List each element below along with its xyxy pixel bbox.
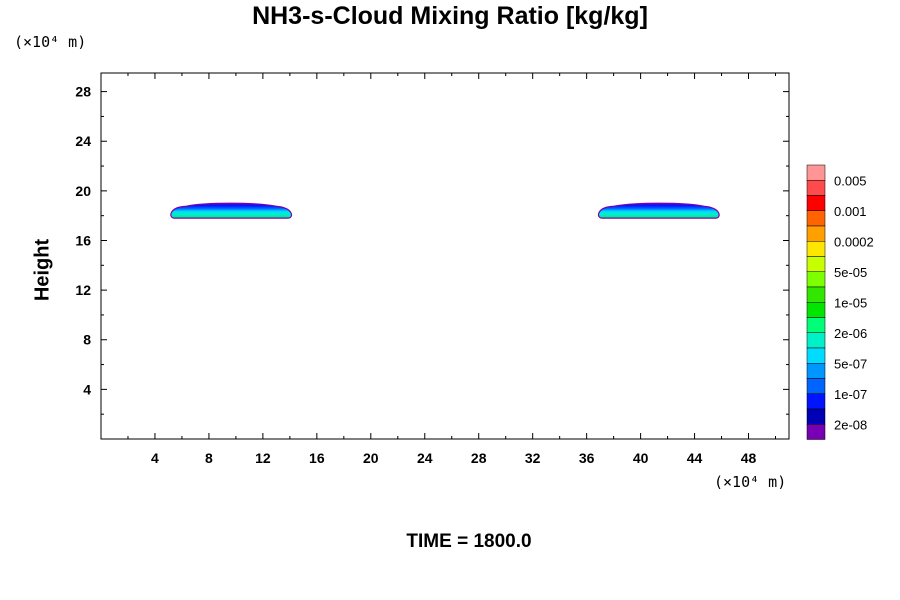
y-tick-label: 8 [83,332,91,348]
colorbar-label: 2e-08 [834,417,867,432]
y-tick-label: 16 [75,232,91,248]
colorbar-swatch [806,347,826,364]
x-tick-label: 20 [363,450,379,466]
x-tick-label: 24 [417,450,433,466]
y-tick-label: 4 [83,381,91,397]
colorbar-swatch [806,164,826,181]
colorbar-swatch [806,210,826,227]
x-tick-label: 40 [633,450,649,466]
y-tick-label: 24 [75,133,91,149]
x-tick-label: 8 [205,450,213,466]
cloud-region [597,202,720,219]
y-tick-label: 20 [75,183,91,199]
x-tick-label: 12 [255,450,271,466]
x-tick-label: 4 [151,450,159,466]
colorbar-swatch [806,271,826,288]
time-label: TIME = 1800.0 [406,531,532,552]
colorbar-label: 0.001 [834,204,867,219]
colorbar-swatch [806,317,826,333]
y-tick-label: 28 [75,84,91,100]
colorbar-swatch [806,180,826,196]
x-tick-label: 16 [309,450,325,466]
colorbar-swatch [806,286,826,303]
colorbar-swatch [806,302,826,318]
x-tick-label: 48 [741,450,757,466]
colorbar-swatch [806,378,826,394]
x-tick-label: 28 [471,450,487,466]
colorbar-label: 1e-07 [834,387,867,402]
y-tick-label: 12 [75,282,91,298]
x-axis-unit: (×10⁴ m) [714,473,787,491]
colorbar-label: 0.0002 [834,234,874,249]
colorbar-label: 5e-07 [834,356,867,371]
colorbar-label: 0.005 [834,173,867,188]
colorbar-swatch [806,241,826,257]
colorbar-swatch [806,424,826,440]
colorbar-label: 1e-05 [834,295,867,310]
colorbar-swatch [806,363,826,379]
colorbar-swatch [806,393,826,410]
plot-frame [100,72,790,440]
chart-title: NH3-s-Cloud Mixing Ratio [kg/kg] [252,2,648,30]
x-tick-label: 44 [687,450,703,466]
colorbar-swatch [806,195,826,211]
x-tick-label: 36 [579,450,595,466]
colorbar-swatch [806,225,826,242]
colorbar-swatch [806,408,826,425]
y-axis-unit: (×10⁴ m) [14,33,87,51]
x-tick-label: 32 [525,450,541,466]
colorbar-swatch [806,332,826,349]
cloud-region [170,202,293,219]
colorbar-label: 2e-06 [834,326,867,341]
colorbar-swatch [806,256,826,272]
colorbar-label: 5e-05 [834,265,867,280]
